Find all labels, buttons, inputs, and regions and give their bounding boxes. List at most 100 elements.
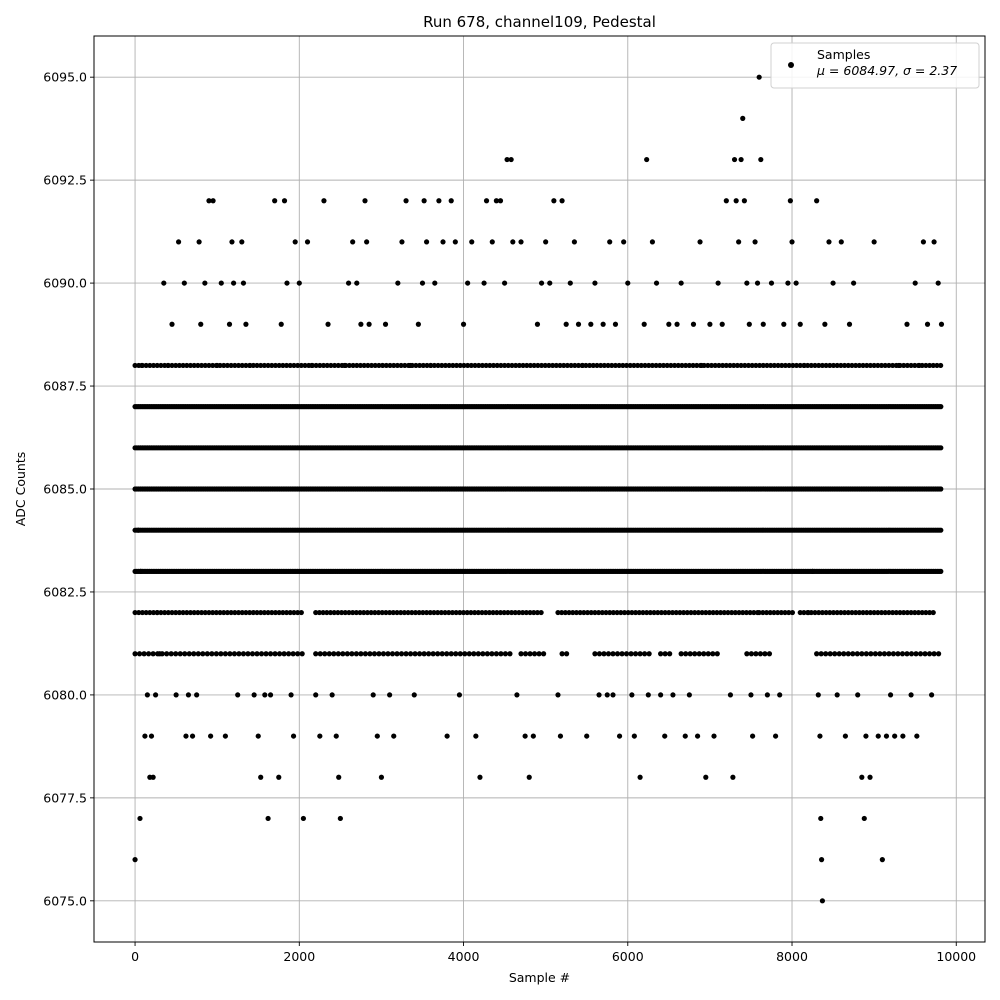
data-point xyxy=(757,651,764,657)
data-point xyxy=(471,651,477,657)
data-point xyxy=(901,609,907,616)
data-point xyxy=(621,239,627,245)
data-point xyxy=(198,609,205,616)
data-point xyxy=(368,362,375,369)
data-point xyxy=(771,609,777,616)
data-point xyxy=(358,321,364,327)
data-point xyxy=(686,692,692,698)
data-point xyxy=(287,362,293,369)
data-point xyxy=(169,321,175,327)
data-point xyxy=(487,362,493,369)
data-point xyxy=(662,733,668,739)
data-point xyxy=(243,609,249,616)
data-point xyxy=(760,321,766,327)
data-point xyxy=(358,651,364,657)
data-point xyxy=(209,651,215,657)
data-point xyxy=(543,239,549,245)
data-point xyxy=(756,609,762,616)
data-point xyxy=(592,609,598,616)
data-point xyxy=(370,692,376,698)
data-point xyxy=(771,362,777,369)
data-point xyxy=(401,609,408,616)
data-point xyxy=(372,362,378,369)
y-axis-label: ADC Counts xyxy=(13,452,28,527)
data-point xyxy=(919,609,925,616)
data-point xyxy=(374,733,380,739)
data-point xyxy=(669,609,676,616)
data-point xyxy=(864,362,870,369)
data-point xyxy=(675,362,681,369)
data-point xyxy=(472,609,478,616)
data-point xyxy=(838,609,844,616)
data-point xyxy=(435,362,441,369)
data-point xyxy=(296,280,302,286)
data-point xyxy=(208,733,214,739)
data-point xyxy=(290,733,297,739)
data-point xyxy=(341,362,348,369)
data-point xyxy=(173,651,179,657)
data-point xyxy=(509,362,515,369)
data-point xyxy=(573,609,580,616)
data-point xyxy=(881,651,888,657)
data-point xyxy=(198,321,204,327)
data-point xyxy=(818,815,824,822)
data-point xyxy=(875,733,881,739)
data-point xyxy=(930,609,936,616)
data-point xyxy=(632,609,639,616)
data-point xyxy=(695,609,702,616)
data-point xyxy=(367,651,373,657)
data-point xyxy=(187,609,194,616)
data-point xyxy=(793,362,800,369)
data-point xyxy=(357,362,364,369)
data-point xyxy=(326,651,332,657)
data-point xyxy=(637,774,643,780)
data-point xyxy=(610,692,616,698)
data-point xyxy=(592,651,598,657)
data-point xyxy=(299,651,305,657)
data-point xyxy=(559,651,565,657)
data-point xyxy=(261,362,267,369)
data-point xyxy=(767,609,773,616)
data-point xyxy=(658,651,664,657)
data-point xyxy=(601,362,607,369)
x-tick-label: 8000 xyxy=(776,949,808,964)
data-point xyxy=(502,651,509,657)
x-tick-label: 4000 xyxy=(448,949,480,964)
data-point xyxy=(658,692,664,698)
data-point xyxy=(797,609,803,616)
data-point xyxy=(493,198,499,204)
data-point xyxy=(584,609,591,616)
data-point xyxy=(924,321,931,327)
data-point xyxy=(412,609,419,616)
data-point xyxy=(631,733,637,739)
data-point xyxy=(856,362,862,369)
legend: Samples μ = 6084.97, σ = 2.37 xyxy=(770,42,980,89)
data-point xyxy=(926,609,933,616)
data-point xyxy=(853,362,859,369)
data-point xyxy=(531,362,537,369)
data-point xyxy=(619,651,625,657)
data-point xyxy=(531,609,537,616)
data-point xyxy=(440,239,446,245)
data-point xyxy=(413,362,419,369)
data-point xyxy=(398,362,404,369)
data-point xyxy=(763,609,770,616)
data-point xyxy=(522,733,528,739)
data-point xyxy=(664,362,670,369)
data-point xyxy=(281,651,287,657)
data-point xyxy=(614,609,620,616)
data-point xyxy=(245,651,251,657)
legend-box xyxy=(770,42,980,89)
data-point xyxy=(725,609,731,616)
data-point xyxy=(292,239,298,245)
data-point xyxy=(849,362,855,369)
data-point xyxy=(887,692,894,698)
data-point xyxy=(570,609,576,616)
data-point xyxy=(541,651,547,657)
data-point xyxy=(139,362,145,369)
data-point xyxy=(136,651,143,657)
data-point xyxy=(641,321,647,327)
data-point xyxy=(908,692,914,698)
data-point xyxy=(157,651,163,657)
data-point xyxy=(222,733,228,739)
